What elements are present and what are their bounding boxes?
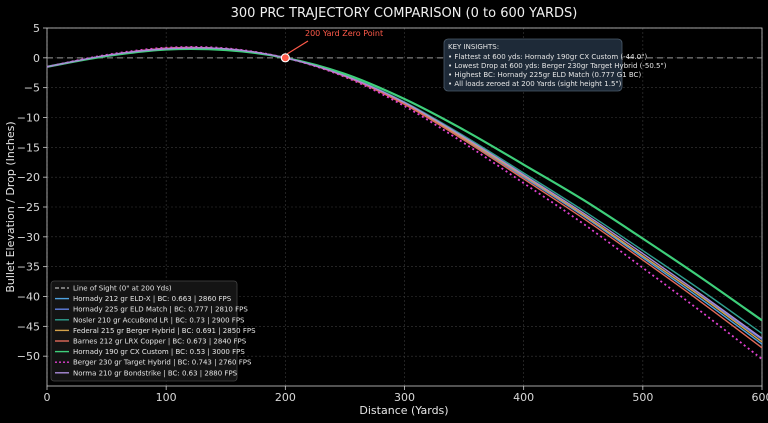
zero-point-marker [280,53,290,63]
y-tick-label: −25 [17,201,40,214]
legend-entry: Hornady 212 gr ELD-X | BC: 0.663 | 2860 … [73,295,232,303]
x-tick-label: 600 [752,391,768,404]
insight-line: • All loads zeroed at 200 Yards (sight h… [448,80,622,88]
insight-line: • Lowest Drop at 600 yds: Berger 230gr T… [448,62,667,70]
y-tick-label: −35 [17,261,40,274]
y-tick-label: −50 [17,350,40,363]
legend: Line of Sight (0" at 200 Yds) Hornady 212… [50,280,256,382]
series-line-7 [46,47,763,339]
y-tick-label: −5 [24,82,40,95]
chart-title: 300 PRC TRAJECTORY COMPARISON (0 to 600 … [231,6,578,21]
y-tick-label: 0 [33,52,40,65]
zero-point-annotation: 200 Yard Zero Point [280,29,383,63]
insights-background [443,38,623,92]
y-tick-label: −10 [17,112,40,125]
x-tick-label: 0 [44,391,51,404]
legend-entry: Hornady 225 gr ELD Match | BC: 0.777 | 2… [73,306,248,314]
legend-entry: Norma 210 gr Bondstrike | BC: 0.63 | 288… [73,369,238,377]
y-tick-label: 5 [33,22,40,35]
x-tick-label: 400 [513,391,534,404]
x-axis-title: Distance (Yards) [359,404,448,417]
insight-line: • Highest BC: Hornady 225gr ELD Match (0… [448,71,641,79]
y-tick-label: −45 [17,320,40,333]
legend-entry: Line of Sight (0" at 200 Yds) [73,285,172,293]
legend-entry: Barnes 212 gr LRX Copper | BC: 0.673 | 2… [73,338,247,346]
legend-background [50,280,238,382]
key-insights-box: KEY INSIGHTS: • Flattest at 600 yds: Hor… [443,38,667,92]
y-tick-label: −20 [17,171,40,184]
y-tick-label: −30 [17,231,40,244]
insight-line: • Flattest at 600 yds: Hornady 190gr CX … [448,53,647,61]
y-tick-label: −40 [17,291,40,304]
y-tick-label: −15 [17,141,40,154]
y-axis-title: Bullet Elevation / Drop (Inches) [4,121,17,292]
x-axis-ticks: 0 100 200 300 400 500 600 [44,386,768,404]
x-tick-label: 200 [275,391,296,404]
annotation-label: 200 Yard Zero Point [305,29,383,38]
series-line-6 [46,46,763,360]
y-axis-ticks: 5 0 −5 −10 −15 −20 −25 −30 −35 −40 −45 −50 [17,22,47,363]
insights-title: KEY INSIGHTS: [448,43,499,51]
x-tick-label: 500 [632,391,653,404]
x-tick-label: 100 [156,391,177,404]
x-tick-label: 300 [394,391,415,404]
legend-entry: Nosler 210 gr AccuBond LR | BC: 0.73 | 2… [73,316,245,324]
series-group [46,46,763,360]
legend-entry: Hornady 190 gr CX Custom | BC: 0.53 | 30… [73,348,245,356]
annotation-arrow [286,40,309,55]
legend-entry: Federal 215 gr Berger Hybrid | BC: 0.691… [73,327,256,335]
legend-entry: Berger 230 gr Target Hybrid | BC: 0.743 … [73,359,252,367]
